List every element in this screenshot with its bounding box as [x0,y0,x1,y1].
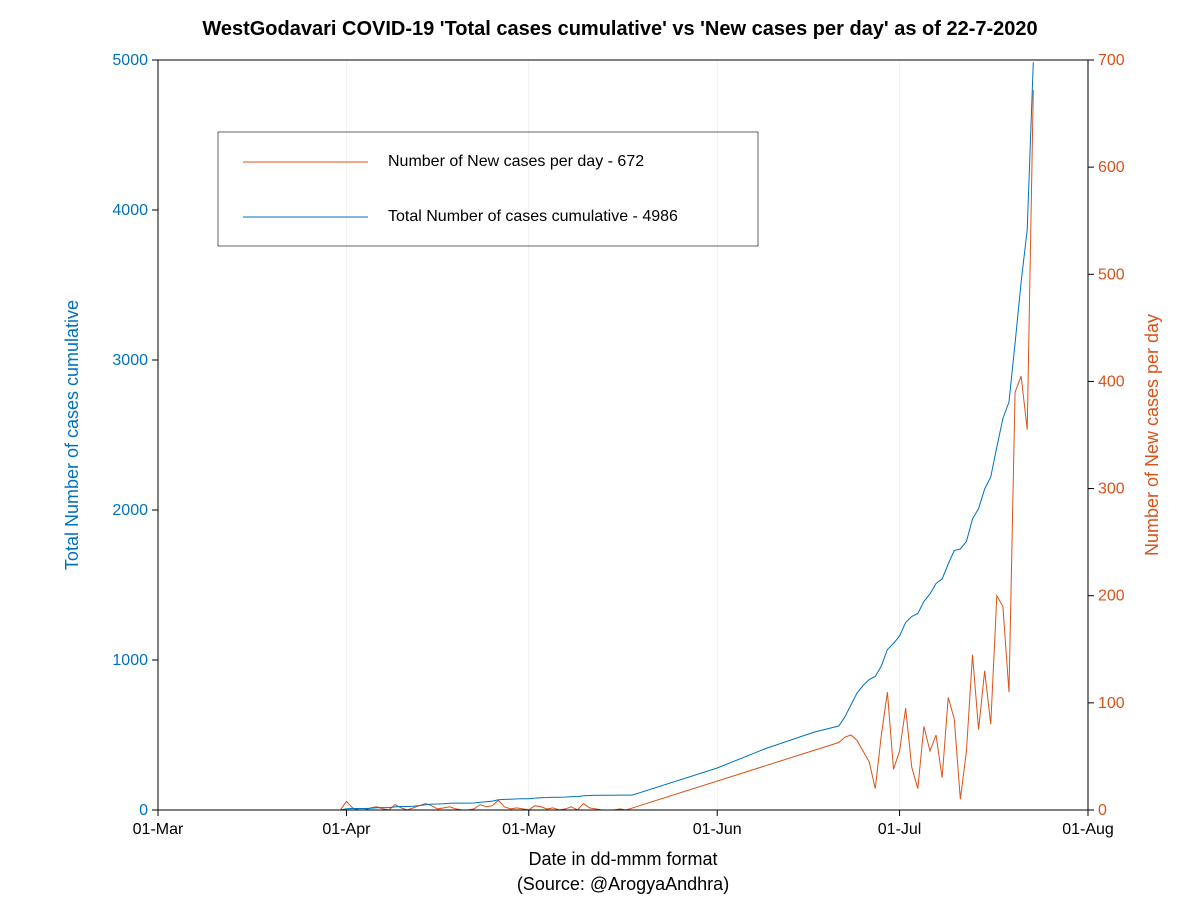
x-tick-label: 01-Jul [878,821,922,838]
x-ticks: 01-Mar 01-Apr 01-May 01-Jun 01-Jul 01-Aug [133,810,1114,838]
y-right-label: Number of New cases per day [1142,314,1162,556]
x-axis-source: (Source: @ArogyaAndhra) [517,874,729,894]
y-right-tick-label: 0 [1098,802,1107,819]
x-tick-label: 01-Aug [1062,821,1114,838]
plot-area: 0 1000 2000 3000 4000 5000 0 100 200 300 400 500 60… [112,52,1124,838]
y-right-tick-label: 200 [1098,588,1125,605]
y-right-tick-label: 500 [1098,266,1125,283]
x-tick-label: 01-Jun [693,821,742,838]
y-right-tick-label: 600 [1098,159,1125,176]
y-left-tick-label: 0 [139,802,148,819]
dual-axis-line-chart: WestGodavari COVID-19 'Total cases cumul… [0,0,1200,900]
y-left-ticks: 0 1000 2000 3000 4000 5000 [112,52,158,819]
y-left-tick-label: 5000 [112,52,148,69]
x-axis-label: Date in dd-mmm format [528,849,717,869]
y-left-tick-label: 3000 [112,352,148,369]
legend-label: Total Number of cases cumulative - 4986 [388,208,678,225]
x-tick-label: 01-May [502,821,555,838]
x-tick-label: 01-Apr [322,821,371,838]
x-tick-label: 01-Mar [133,821,184,838]
y-left-tick-label: 1000 [112,652,148,669]
chart-container: WestGodavari COVID-19 'Total cases cumul… [0,0,1200,900]
y-left-tick-label: 2000 [112,502,148,519]
y-right-tick-label: 700 [1098,52,1125,69]
chart-title: WestGodavari COVID-19 'Total cases cumul… [202,18,1037,40]
y-left-label: Total Number of cases cumulative [62,300,82,570]
y-right-tick-label: 100 [1098,695,1125,712]
y-right-tick-label: 300 [1098,481,1125,498]
y-right-ticks: 0 100 200 300 400 500 600 700 [1088,52,1125,819]
y-right-tick-label: 400 [1098,373,1125,390]
y-left-tick-label: 4000 [112,202,148,219]
legend-label: Number of New cases per day - 672 [388,153,644,170]
